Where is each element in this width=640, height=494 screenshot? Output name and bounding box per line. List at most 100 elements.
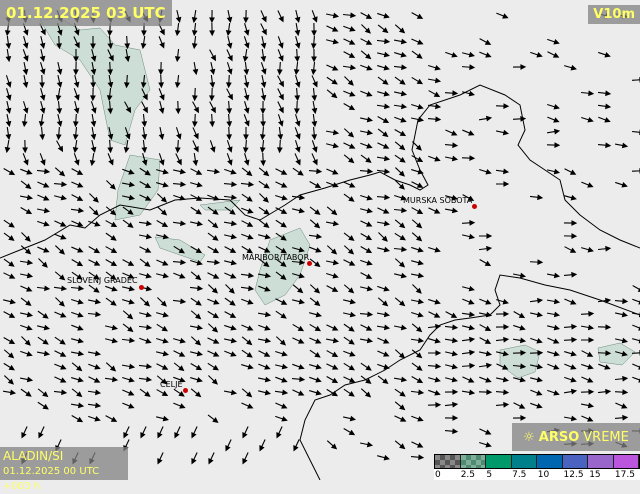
wind-arrow-head bbox=[45, 169, 49, 173]
wind-arrow-head bbox=[39, 433, 43, 437]
wind-arrow-head bbox=[142, 44, 146, 48]
wind-arrow-head bbox=[24, 83, 28, 87]
wind-arrow-head bbox=[40, 135, 44, 139]
wind-arrow-head bbox=[262, 83, 266, 87]
wind-arrow-head bbox=[193, 18, 197, 22]
wind-arrow-head bbox=[192, 433, 196, 437]
wind-arrow-head bbox=[28, 274, 32, 278]
shade-area bbox=[500, 345, 540, 378]
wind-arrow-head bbox=[554, 40, 558, 44]
wind-arrow-head bbox=[28, 196, 32, 200]
wind-arrow-head bbox=[41, 43, 45, 47]
wind-arrow-head bbox=[244, 135, 248, 139]
city-label-murska-sobota: MURSKA SOBOTA bbox=[403, 196, 472, 205]
wind-arrow-head bbox=[418, 248, 422, 252]
wind-arrow-head bbox=[384, 119, 388, 123]
wind-arrow bbox=[632, 80, 640, 81]
wind-arrow-head bbox=[385, 313, 389, 317]
wind-arrow-head bbox=[367, 327, 371, 331]
wind-arrow-head bbox=[163, 183, 167, 187]
wind-arrow-head bbox=[571, 378, 575, 382]
wind-arrow-head bbox=[61, 196, 65, 200]
wind-arrow-head bbox=[57, 135, 61, 139]
wind-arrow-head bbox=[7, 82, 11, 86]
wind-arrow-head bbox=[60, 340, 64, 344]
wind-arrow-head bbox=[215, 260, 219, 264]
wind-arrow-head bbox=[7, 108, 11, 112]
wind-arrow-head bbox=[538, 313, 542, 317]
wind-arrow-head bbox=[129, 287, 133, 291]
wind-arrow-head bbox=[368, 131, 372, 135]
wind-arrow-head bbox=[418, 80, 422, 84]
wind-arrow-head bbox=[588, 353, 592, 357]
wind-arrow-head bbox=[193, 44, 197, 48]
wind-arrow-head bbox=[453, 390, 457, 394]
wind-arrow-head bbox=[400, 236, 404, 240]
wind-arrow-head bbox=[452, 53, 456, 57]
wind-arrow-head bbox=[228, 43, 232, 47]
wind-arrow-head bbox=[142, 148, 146, 152]
wind-arrow-head bbox=[504, 403, 508, 407]
wind-arrow-head bbox=[24, 70, 28, 74]
wind-arrow-head bbox=[317, 234, 321, 238]
wind-arrow-head bbox=[245, 83, 249, 87]
legend-swatch bbox=[461, 455, 487, 468]
wind-arrow-head bbox=[147, 364, 151, 368]
wind-arrow-head bbox=[178, 160, 182, 164]
wind-arrow-head bbox=[350, 262, 354, 266]
wind-arrow-head bbox=[248, 235, 252, 239]
wind-arrow-head bbox=[75, 95, 79, 99]
wind-arrow-head bbox=[436, 79, 440, 83]
wind-arrow-head bbox=[159, 83, 163, 87]
wind-arrow-head bbox=[244, 18, 248, 22]
wind-arrow-head bbox=[453, 143, 457, 147]
wind-arrow-head bbox=[333, 353, 337, 357]
wind-arrow-head bbox=[227, 31, 231, 35]
wind-arrow-head bbox=[435, 300, 439, 304]
wind-arrow-head bbox=[214, 339, 218, 343]
wind-arrow-head bbox=[401, 132, 405, 136]
wind-arrow-head bbox=[296, 134, 300, 138]
wind-arrow-head bbox=[350, 313, 354, 317]
wind-arrow-head bbox=[367, 249, 371, 253]
wind-arrow-head bbox=[43, 340, 47, 344]
wind-arrow-head bbox=[27, 313, 31, 317]
brand-light: VREME bbox=[583, 430, 629, 445]
wind-arrow-head bbox=[453, 429, 457, 433]
wind-arrow-head bbox=[418, 40, 422, 44]
wind-arrow-head bbox=[198, 326, 202, 330]
wind-arrow-head bbox=[265, 365, 269, 369]
wind-arrow bbox=[632, 339, 640, 342]
wind-arrow-head bbox=[452, 365, 456, 369]
wind-arrow-head bbox=[623, 299, 627, 303]
wind-arrow-head bbox=[334, 131, 338, 135]
wind-arrow-head bbox=[6, 135, 10, 139]
wind-arrow-head bbox=[163, 392, 167, 396]
wind-arrow-head bbox=[111, 236, 115, 240]
wind-arrow-head bbox=[453, 91, 457, 95]
wind-arrow-head bbox=[417, 54, 421, 58]
wind-arrow-head bbox=[75, 108, 79, 112]
wind-arrow-head bbox=[554, 170, 558, 174]
wind-arrow bbox=[632, 353, 640, 354]
wind-arrow-head bbox=[245, 108, 249, 112]
wind-arrow-head bbox=[248, 300, 252, 304]
wind-arrow-head bbox=[486, 262, 490, 266]
wind-arrow-head bbox=[572, 273, 576, 277]
wind-arrow-head bbox=[95, 262, 99, 266]
wind-arrow-head bbox=[265, 391, 269, 395]
wind-arrow-head bbox=[163, 223, 167, 227]
wind-arrow-head bbox=[61, 313, 65, 317]
wind-arrow-head bbox=[142, 135, 146, 139]
wind-arrow-head bbox=[316, 313, 320, 317]
wind-arrow-head bbox=[402, 65, 406, 69]
wind-arrow-head bbox=[418, 105, 422, 109]
wind-arrow-head bbox=[193, 31, 197, 35]
wind-arrow-head bbox=[606, 299, 610, 303]
wind-arrow-head bbox=[296, 147, 300, 151]
wind-arrow-head bbox=[435, 248, 439, 252]
wind-arrow-head bbox=[572, 417, 576, 421]
wind-arrow-head bbox=[504, 312, 508, 316]
wind-arrow-head bbox=[538, 351, 542, 355]
